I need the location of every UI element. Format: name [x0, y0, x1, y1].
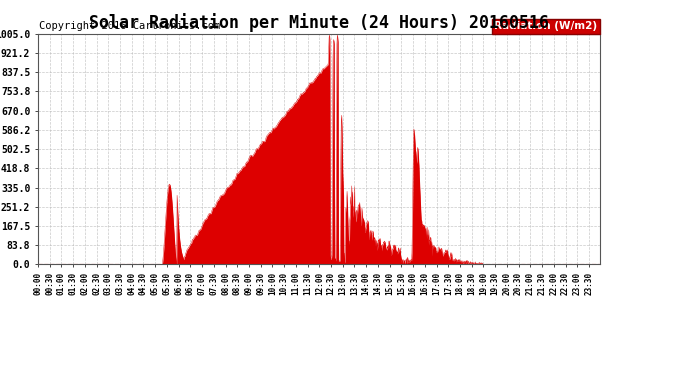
Text: Copyright 2016 Cartronics.com: Copyright 2016 Cartronics.com [39, 21, 219, 32]
Title: Solar Radiation per Minute (24 Hours) 20160516: Solar Radiation per Minute (24 Hours) 20… [89, 13, 549, 32]
Text: Radiation (W/m2): Radiation (W/m2) [494, 21, 598, 32]
